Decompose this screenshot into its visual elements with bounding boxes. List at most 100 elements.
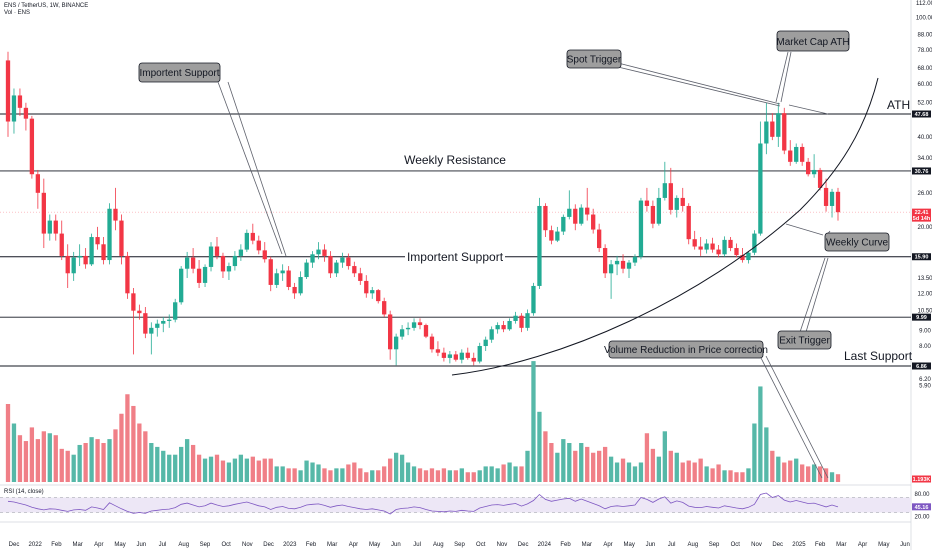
volume-bar (101, 443, 106, 482)
callout-volume-reduction[interactable]: Volume Reduction in Price correction (604, 340, 768, 359)
callout-market-cap-ath[interactable]: Market Cap ATH (776, 30, 850, 52)
candle-body (692, 239, 697, 247)
candle (698, 237, 703, 256)
volume-bar (722, 470, 727, 482)
volume-bar (734, 472, 739, 482)
candle-body (788, 150, 793, 162)
spot-ath-link (788, 104, 829, 115)
candle-body (591, 214, 596, 230)
candle-body (758, 143, 763, 234)
y-tick-label: 78.00 (917, 48, 932, 54)
callout-exit-trigger[interactable]: Exit Trigger (777, 330, 832, 350)
candle (208, 242, 214, 272)
candle-body (59, 233, 64, 256)
volume-tag-text: 1.193K (913, 477, 931, 483)
volume-bar (805, 466, 811, 482)
volume-bar (555, 452, 560, 482)
volume-bar (626, 462, 632, 482)
y-tick-label: 60.00 (917, 82, 932, 88)
candle-body (17, 95, 23, 108)
volume-bar (650, 448, 656, 482)
volume-bar (232, 458, 238, 482)
x-tick-label: Sep (200, 542, 211, 548)
candle (59, 220, 64, 261)
candle-body (286, 270, 291, 287)
volume-bar (107, 439, 112, 482)
callout-weekly-curve[interactable]: Weekly Curve (824, 232, 890, 252)
volume-bar (662, 431, 667, 482)
candle (256, 235, 261, 255)
candle-body (805, 161, 811, 175)
rsi-label: RSI (14, close) (4, 489, 44, 495)
symbol-title: ENS / TetherUS, 1W, BINANCE (4, 3, 89, 9)
volume-bar (811, 464, 817, 482)
callout-spot-trigger[interactable]: Spot Trigger (566, 49, 622, 69)
volume-bar (388, 458, 393, 482)
candle (435, 341, 441, 357)
candle-body (119, 220, 124, 256)
candle (382, 297, 387, 318)
candle (29, 115, 35, 179)
importent-support-label: Importent Support (407, 250, 504, 264)
volume-bar (280, 466, 285, 482)
candle-body (770, 121, 775, 137)
volume-label: Vol · ENS (4, 10, 31, 16)
candle (728, 237, 733, 252)
candle (674, 195, 679, 218)
y-tick-label: 20.00 (917, 225, 932, 231)
candle-body (465, 352, 470, 358)
volume-bar (585, 446, 590, 482)
volume-bar (632, 466, 638, 482)
candle-body (835, 191, 841, 213)
volume-bar (620, 458, 626, 482)
candle-body (399, 329, 405, 337)
candle-body (202, 266, 208, 283)
x-tick-label: Jul (668, 542, 676, 548)
callout-importent-support[interactable]: Importent Support (138, 62, 221, 83)
y-tick-label: 5.90 (919, 384, 931, 390)
candle-body (167, 319, 172, 321)
volume-bar (794, 458, 799, 482)
candle-body (632, 256, 638, 263)
volume-bar (268, 458, 273, 482)
x-tick-label: Oct (476, 542, 486, 548)
y-tick-label: 88.00 (917, 32, 932, 38)
x-tick-label: Aug (178, 542, 189, 548)
volume-bar (65, 450, 70, 482)
candle (734, 243, 739, 258)
candle-body (274, 273, 279, 285)
candle-body (322, 249, 327, 256)
candle (83, 248, 88, 269)
candle-body (364, 280, 369, 294)
volume-bar (411, 466, 417, 482)
candle-body (764, 121, 769, 144)
volume-bar (214, 454, 220, 482)
candle (113, 187, 118, 231)
candle (286, 266, 291, 291)
volume-bar (692, 462, 697, 482)
x-tick-label: Aug (433, 542, 444, 548)
candle (788, 140, 793, 166)
volume-bar (179, 446, 184, 482)
candle-body (405, 327, 411, 330)
volume-bar (471, 472, 476, 482)
candle (262, 242, 267, 263)
candlestick-series (5, 51, 841, 366)
candle (298, 271, 303, 296)
volume-bar (835, 474, 841, 482)
candle-body (602, 248, 608, 274)
candle-body (292, 286, 297, 294)
candle (495, 322, 500, 334)
volume-bar (11, 423, 17, 482)
candle (388, 310, 393, 360)
y-tick-label: 9.00 (919, 329, 931, 335)
candle-body (5, 60, 11, 122)
weekly-curve-line[interactable] (451, 77, 879, 376)
candle (835, 187, 841, 221)
candle-body (310, 254, 315, 263)
candle (686, 203, 691, 245)
candle (662, 161, 667, 201)
candle-body (608, 264, 614, 274)
x-tick-label: Jul (413, 542, 421, 548)
